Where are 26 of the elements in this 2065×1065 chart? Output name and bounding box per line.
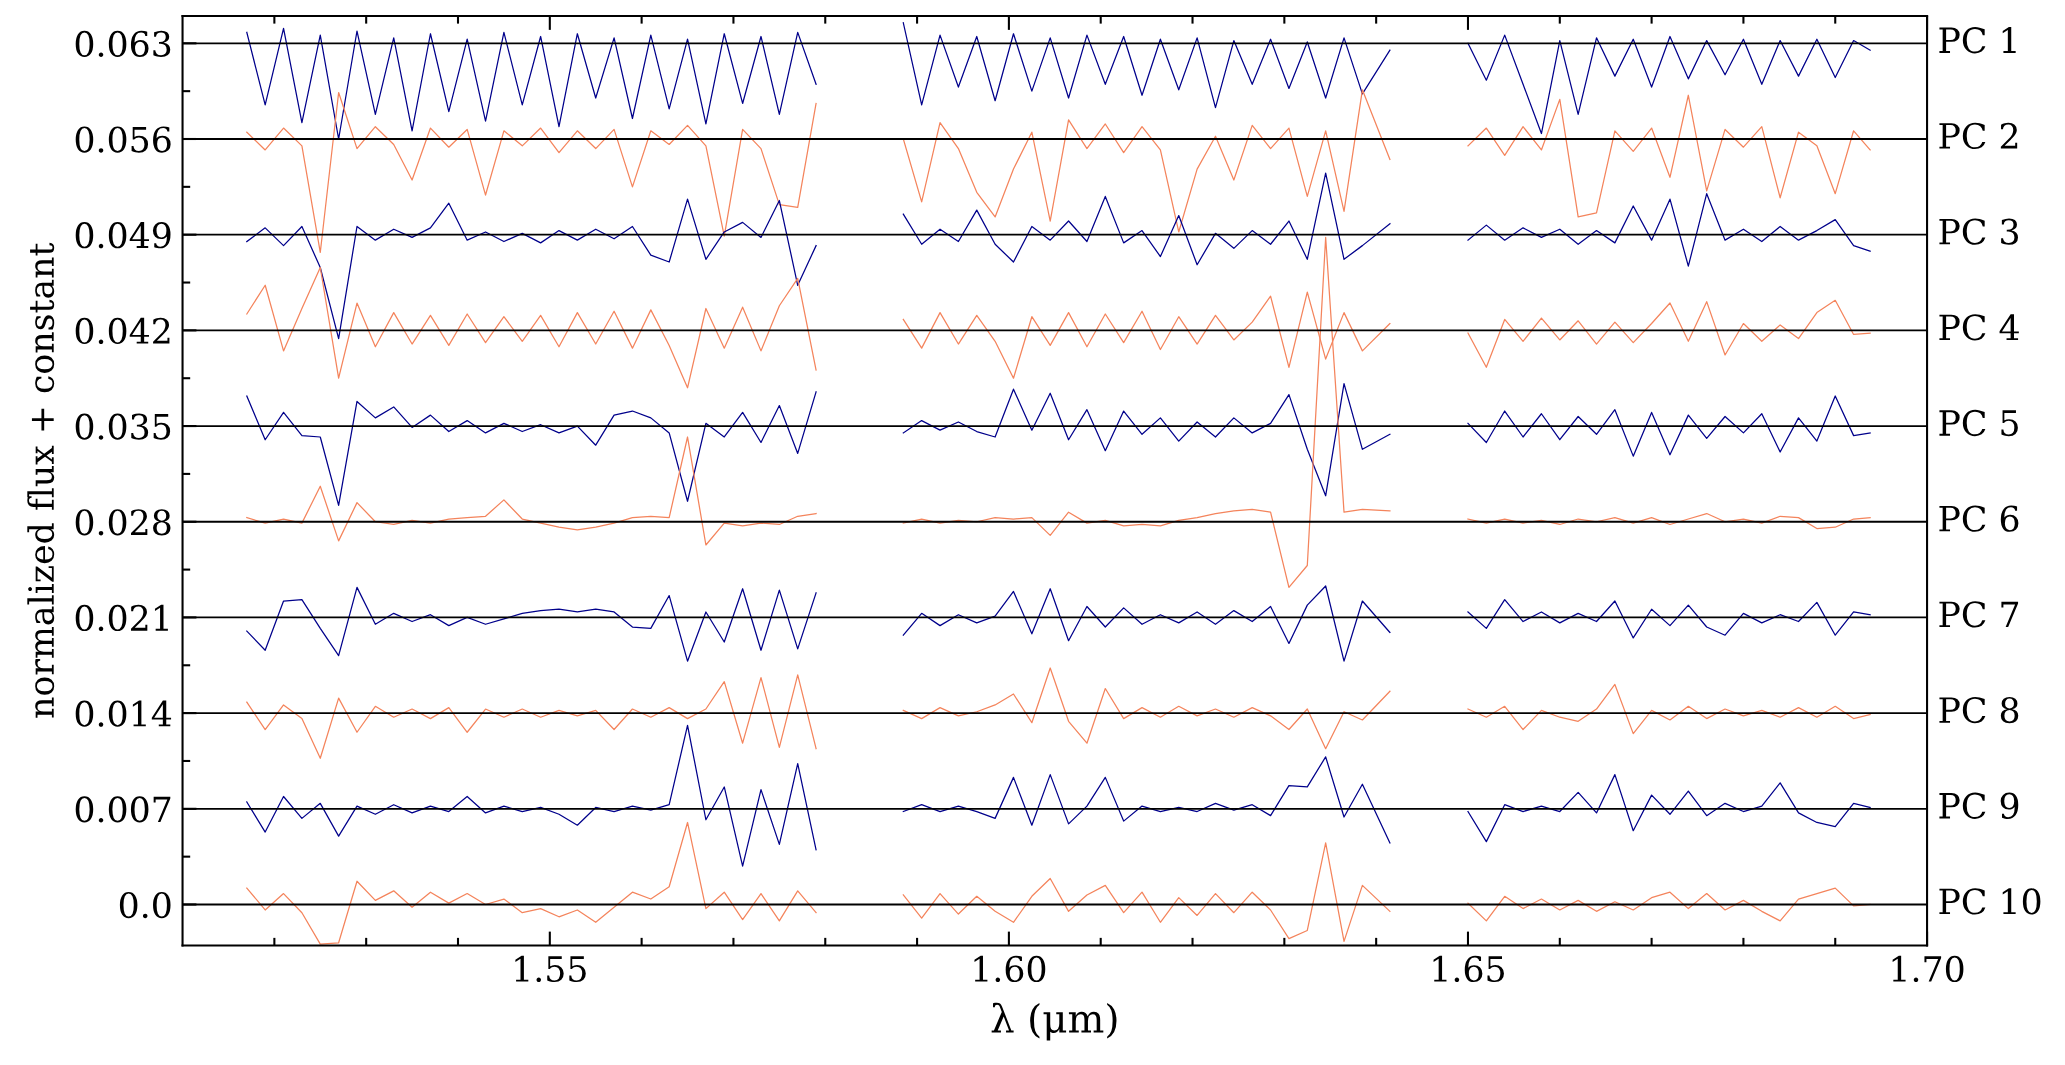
y-tick-label: 0.014 — [75, 700, 172, 727]
y-tick-label: 0.007 — [75, 796, 171, 823]
y-tick-label: 0.042 — [75, 317, 170, 345]
ref-line-label: PC 5 — [1939, 409, 2018, 437]
y-tick-label: 0.049 — [75, 222, 171, 249]
x-axis-title: λ (μm) — [991, 1002, 1117, 1041]
y-tick-label: 0.056 — [75, 126, 171, 153]
ref-line-label: PC 1 — [1939, 27, 2016, 54]
ref-line-label: PC 2 — [1939, 122, 2018, 150]
ref-line-label: PC 7 — [1939, 601, 2019, 628]
ref-line-label: PC 10 — [1939, 888, 2041, 915]
y-tick-label: 0.0 — [119, 891, 171, 919]
x-tick-label: 1.65 — [1433, 955, 1504, 983]
ref-line-label: PC 8 — [1939, 696, 2019, 724]
y-axis-title: normalized flux + constant — [27, 242, 55, 718]
ref-line-label: PC 6 — [1939, 505, 2019, 532]
y-tick-label: 0.063 — [75, 30, 171, 57]
ref-line-label: PC 3 — [1939, 218, 2019, 245]
ref-line-label: PC 9 — [1939, 792, 2019, 819]
ref-line-label: PC 4 — [1939, 314, 2019, 341]
x-tick-label: 1.60 — [974, 955, 1046, 983]
x-tick-label: 1.55 — [515, 955, 586, 983]
x-tick-label: 1.70 — [1892, 955, 1964, 983]
y-tick-label: 0.028 — [75, 509, 171, 536]
y-tick-label: 0.021 — [75, 604, 168, 632]
y-tick-label: 0.035 — [75, 413, 171, 440]
